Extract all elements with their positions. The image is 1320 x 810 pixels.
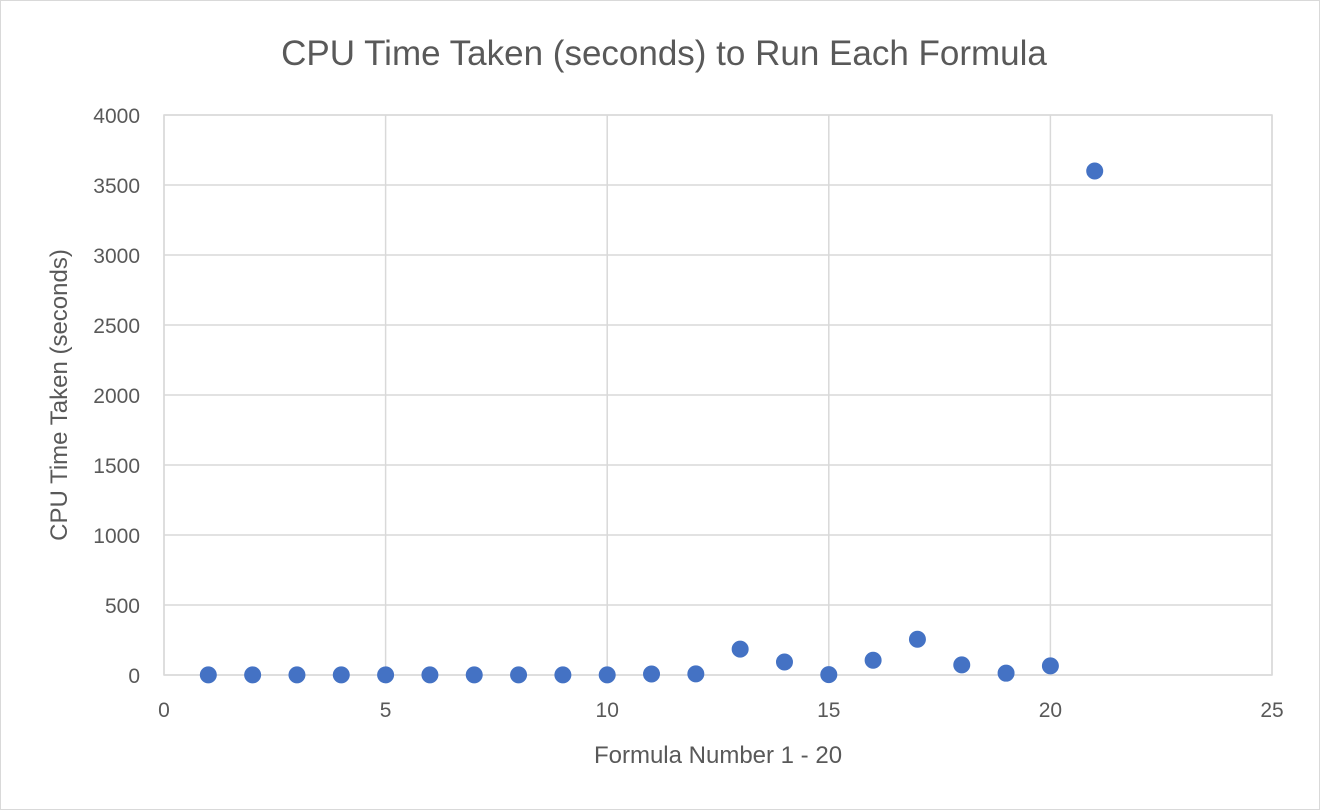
data-point — [288, 666, 306, 684]
x-tick-label: 10 — [596, 699, 619, 722]
x-tick-label: 0 — [158, 699, 170, 722]
y-tick-label: 4000 — [93, 105, 140, 128]
x-tick-label: 25 — [1260, 699, 1283, 722]
data-point — [510, 666, 528, 684]
data-point — [908, 630, 926, 648]
data-point — [421, 666, 439, 684]
data-point — [377, 666, 395, 684]
data-point — [244, 666, 262, 684]
data-point — [687, 665, 705, 683]
data-point — [820, 666, 838, 684]
y-tick-label: 500 — [105, 595, 140, 618]
x-axis-ticks: 0 5 10 15 20 25 — [158, 699, 1284, 722]
y-tick-label: 3000 — [93, 245, 140, 268]
y-tick-label: 0 — [128, 665, 140, 688]
data-point — [465, 666, 483, 684]
x-tick-label: 5 — [380, 699, 392, 722]
chart-title: CPU Time Taken (seconds) to Run Each For… — [281, 34, 1047, 73]
data-point — [598, 666, 616, 684]
data-point — [731, 640, 749, 658]
y-tick-label: 1500 — [93, 455, 140, 478]
data-point — [1086, 162, 1104, 180]
y-tick-label: 2000 — [93, 385, 140, 408]
y-axis-ticks: 0 500 1000 1500 2000 2500 3000 3500 4000 — [93, 105, 140, 688]
y-tick-label: 1000 — [93, 525, 140, 548]
data-point — [864, 651, 882, 669]
gridlines — [163, 114, 1273, 676]
y-tick-label: 3500 — [93, 175, 140, 198]
data-point — [997, 664, 1015, 682]
y-tick-label: 2500 — [93, 315, 140, 338]
y-axis-title: CPU Time Taken (seconds) — [46, 249, 73, 541]
data-point — [199, 666, 217, 684]
data-points — [199, 162, 1104, 684]
data-point — [775, 653, 793, 671]
data-point — [332, 666, 350, 684]
data-point — [1041, 657, 1059, 675]
data-point — [643, 665, 661, 683]
x-axis-title: Formula Number 1 - 20 — [594, 742, 842, 769]
data-point — [953, 656, 971, 674]
x-tick-label: 15 — [817, 699, 840, 722]
plot-area-border — [163, 114, 1273, 676]
x-tick-label: 20 — [1039, 699, 1062, 722]
data-point — [554, 666, 572, 684]
